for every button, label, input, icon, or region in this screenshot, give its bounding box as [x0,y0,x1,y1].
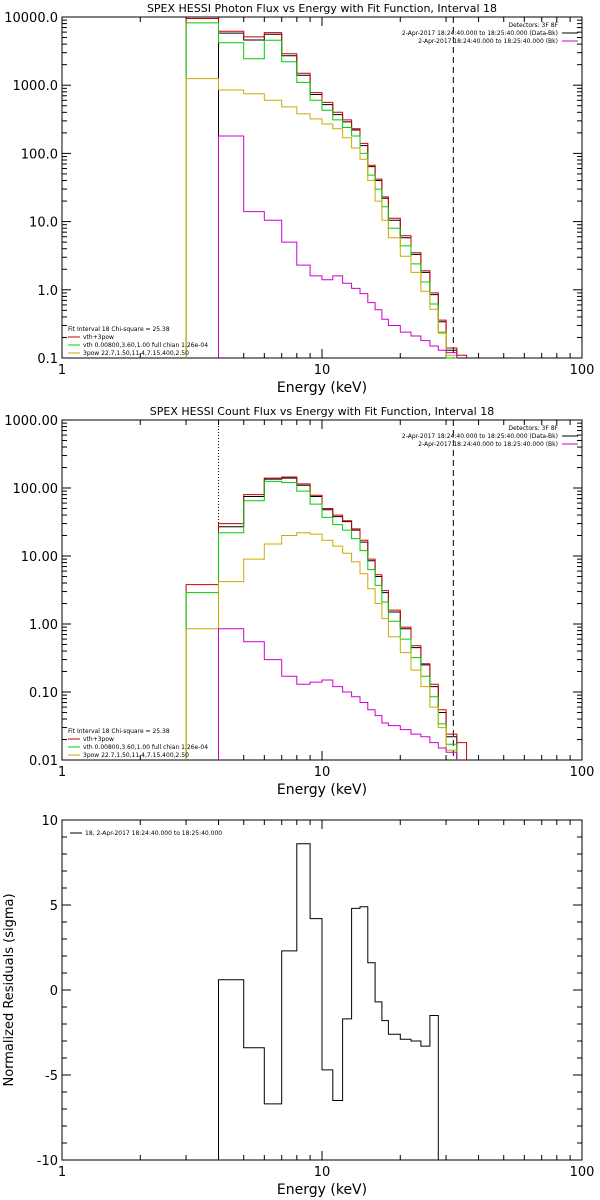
legend-entry: Detectors: 3F 8F [508,22,558,29]
series-line-2 [185,480,458,760]
y-tick-label: 0.10 [29,686,58,701]
y-tick-label: 1.00 [29,618,58,633]
series-line-0 [218,477,458,760]
series-line-2 [185,22,457,359]
series-line-1 [185,18,468,358]
y-tick-label: 10.0 [29,216,58,231]
plot-frame [61,419,583,761]
legend-entry: vth 0.00800,3.60,1.00 full chian 1.26e-0… [83,342,208,349]
legend-entry: Detectors: 3F 8F [508,425,558,432]
legend-entry: 3pow 22.7,1.50,11.4,7.15,400,2.50 [83,350,189,357]
x-tick-label: 100 [570,1165,595,1180]
chart-title: SPEX HESSI Count Flux vs Energy with Fit… [150,405,494,418]
x-axis-label: Energy (keV) [277,1182,367,1198]
x-tick-label: 10 [314,1165,331,1180]
y-tick-label: 100.00 [13,482,59,497]
x-tick-label: 10 [314,765,331,780]
count-flux-panel: SPEX HESSI Count Flux vs Energy with Fit… [4,405,594,798]
series-line-1 [185,476,468,760]
y-tick-label: 1.0 [37,284,58,299]
y-tick-label: 10.00 [21,550,58,565]
legend-entry: 3pow 22.7,1.50,11.4,7.15,400,2.50 [83,752,189,759]
legend-entry: 18, 2-Apr-2017 18:24:40.000 to 18:25:40.… [85,830,222,837]
plot-frame [61,16,583,359]
legend-entry: 2-Apr-2017 18:24:40.000 to 18:25:40.000 … [402,30,558,37]
x-tick-label: 100 [570,765,595,780]
residuals-panel: 1 10 100 Energy (keV) 10 5 0 -5 -10 Normalized Re… [2,814,594,1198]
series-line-0 [218,32,458,358]
x-axis-label: Energy (keV) [277,380,367,396]
legend-entry: vth+3pow [83,334,114,341]
legend-entry: vth 0.00800,3.60,1.00 full chian 1.26e-0… [83,744,208,751]
x-axis-label: Energy (keV) [277,782,367,798]
x-tick-label: 10 [314,363,331,378]
series-line-3 [185,532,458,760]
legend-entry: Fit Interval 18 Chi-square = 25.38 [68,326,170,333]
x-tick-label: 1 [58,765,66,780]
legend-entry: 2-Apr-2017 18:24:40.000 to 18:25:40.000 … [418,38,558,45]
y-tick-label: -10 [37,1154,58,1169]
y-tick-label: 100.0 [21,147,58,162]
y-tick-label: 0 [50,984,58,999]
legend-entry: 2-Apr-2017 18:24:40.000 to 18:25:40.000 … [418,441,558,448]
series-line-4 [218,628,458,760]
photon-flux-panel: SPEX HESSI Photon Flux vs Energy with Fi… [4,2,594,396]
y-tick-label: -5 [45,1069,58,1084]
y-tick-label: 0.01 [29,754,58,769]
legend-entry: Fit Interval 18 Chi-square = 25.38 [68,728,170,735]
x-tick-label: 100 [570,363,595,378]
y-tick-label: 5 [50,899,58,914]
y-tick-label: 0.1 [37,352,58,367]
chart-title: SPEX HESSI Photon Flux vs Energy with Fi… [147,2,497,15]
legend-entry: vth+3pow [83,736,114,743]
y-tick-label: 1000.00 [4,414,58,429]
y-tick-label: 10 [41,814,58,829]
series-line-3 [185,78,458,358]
y-tick-label: 1000.0 [13,79,59,94]
y-tick-label: 10000.0 [4,11,58,26]
series-line-4 [218,135,458,358]
series-line-0 [218,843,439,1160]
legend-entry: 2-Apr-2017 18:24:40.000 to 18:25:40.000 … [402,433,558,440]
x-tick-label: 1 [58,363,66,378]
y-axis-label: Normalized Residuals (sigma) [2,893,17,1086]
x-tick-label: 1 [58,1165,66,1180]
